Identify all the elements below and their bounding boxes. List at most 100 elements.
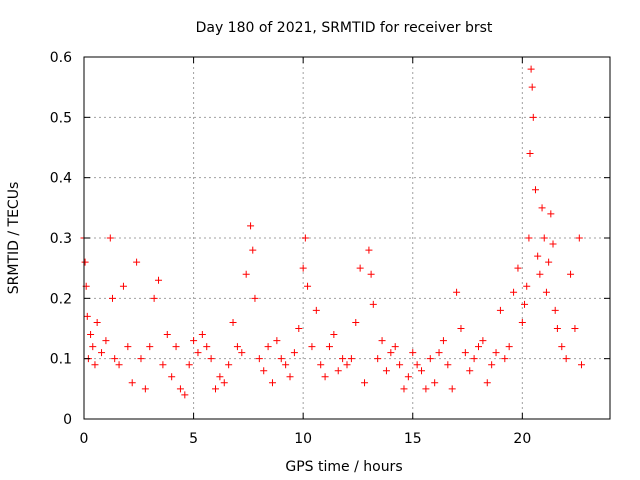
data-point (137, 355, 145, 363)
data-point (304, 282, 312, 290)
data-point (365, 246, 373, 254)
data-points (80, 65, 586, 399)
data-point (488, 361, 496, 369)
data-point (233, 343, 241, 351)
data-point (93, 318, 101, 326)
data-point (571, 325, 579, 332)
grid-lines (84, 57, 610, 419)
data-point (492, 349, 500, 357)
data-point (299, 264, 307, 272)
data-point (448, 385, 456, 393)
data-point (505, 343, 513, 351)
data-point (396, 361, 404, 369)
data-point (238, 349, 246, 357)
data-point (273, 337, 281, 345)
data-point (538, 204, 546, 212)
data-point (168, 373, 176, 381)
data-point (83, 312, 91, 320)
data-point (439, 337, 447, 345)
data-point (378, 337, 386, 345)
data-point (124, 343, 132, 351)
data-point (426, 355, 434, 363)
data-point (207, 355, 215, 363)
data-point (264, 343, 272, 351)
data-point (526, 150, 534, 158)
data-point (527, 65, 535, 73)
data-point (146, 343, 154, 351)
data-point (483, 379, 491, 387)
x-tick-label: 15 (404, 431, 422, 447)
data-point (418, 367, 426, 375)
data-point (133, 258, 141, 266)
data-point (91, 361, 99, 369)
data-point (435, 349, 443, 357)
data-point (525, 234, 533, 242)
data-point (409, 349, 417, 357)
data-point (198, 331, 206, 339)
data-point (141, 385, 149, 393)
data-point (339, 355, 347, 363)
data-point (212, 385, 219, 393)
data-point (119, 282, 127, 290)
data-point (155, 276, 163, 284)
data-point (367, 270, 375, 278)
data-point (361, 379, 369, 387)
data-point (558, 343, 566, 351)
data-point (102, 337, 110, 345)
y-tick-label: 0.4 (50, 171, 72, 187)
data-point (242, 270, 250, 278)
data-point (111, 355, 119, 363)
data-point (382, 367, 390, 375)
data-point (98, 349, 106, 357)
axis-ticks: 0 5 10 15 20 0 0.1 0.2 0.3 0.4 0.5 0.6 (50, 50, 610, 447)
chart-title: Day 180 of 2021, SRMTID for receiver brs… (196, 20, 493, 36)
data-point (510, 288, 518, 296)
data-point (369, 300, 377, 308)
data-point (247, 222, 255, 230)
data-point (475, 343, 482, 351)
data-point (400, 385, 408, 393)
data-point (461, 349, 469, 357)
data-point (301, 234, 309, 242)
data-point (163, 331, 171, 339)
data-point (540, 234, 548, 242)
data-point (81, 258, 89, 266)
data-point (225, 361, 233, 369)
data-point (325, 343, 333, 351)
data-point (496, 306, 504, 314)
data-point (321, 373, 329, 381)
data-point (87, 331, 95, 339)
data-point (220, 379, 228, 387)
data-point (501, 355, 509, 363)
data-point (528, 83, 536, 91)
data-point (547, 210, 555, 218)
data-point (521, 300, 529, 308)
data-point (518, 318, 526, 326)
data-point (308, 343, 316, 351)
data-point (216, 373, 224, 381)
data-point (575, 234, 583, 242)
data-point (89, 343, 97, 351)
x-tick-label: 0 (80, 431, 89, 447)
data-point (115, 361, 123, 369)
data-point (260, 367, 268, 375)
data-point (128, 379, 136, 387)
data-point (190, 337, 198, 345)
data-point (391, 343, 399, 351)
data-point (277, 355, 285, 363)
data-point (374, 355, 382, 363)
data-point (534, 252, 542, 260)
data-point (404, 373, 412, 381)
data-point (431, 379, 439, 387)
data-point (562, 355, 570, 363)
data-point (470, 355, 478, 363)
data-point (444, 361, 452, 369)
data-point (523, 282, 531, 290)
data-point (251, 294, 259, 302)
data-point (317, 361, 325, 369)
data-point (578, 361, 586, 369)
y-tick-label: 0.6 (50, 50, 72, 66)
data-point (529, 113, 537, 121)
data-point (290, 349, 298, 357)
data-point (356, 264, 364, 272)
